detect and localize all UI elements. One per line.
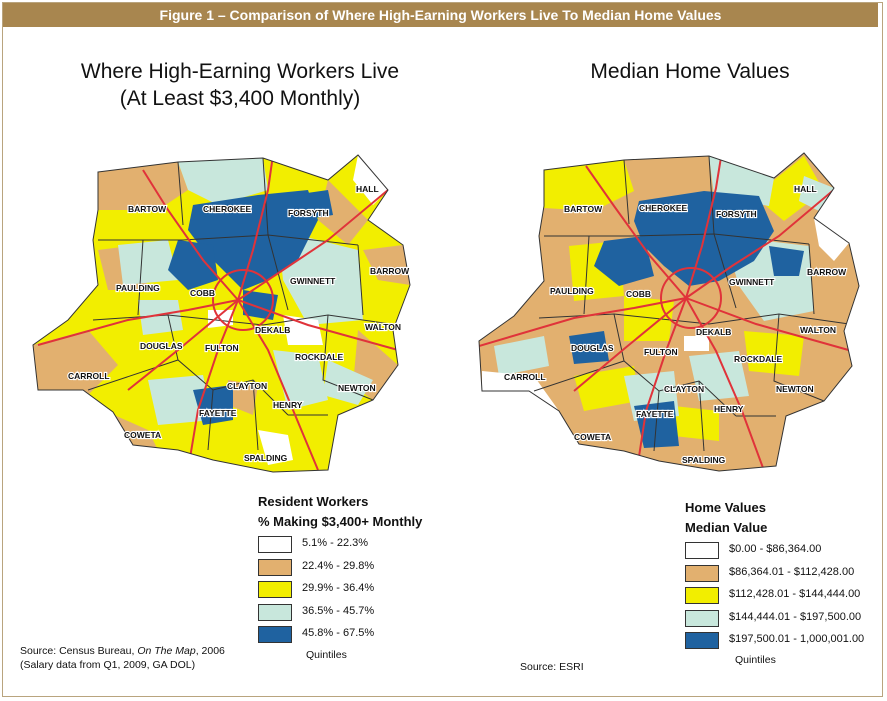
right-county-labels: BARTOW CHEROKEE FORSYTH HALL BARROW GWIN… xyxy=(503,183,848,466)
right-interstate-highways xyxy=(479,153,853,471)
legend-swatch xyxy=(258,581,292,598)
left-legend-quintiles: Quintiles xyxy=(306,649,347,661)
legend-swatch xyxy=(685,542,719,559)
source-prefix: Source: Census Bureau, xyxy=(20,645,138,657)
county-label-dekalb: DEKALB xyxy=(696,327,731,337)
legend-label: $86,364.01 - $112,428.00 xyxy=(729,566,855,578)
source-italic: On The Map xyxy=(137,645,196,657)
right-legend-quintiles: Quintiles xyxy=(735,654,776,666)
county-label-cobb: COBB xyxy=(190,288,215,298)
legend-swatch xyxy=(258,604,292,621)
left-map-title-line2: (At Least $3,400 Monthly) xyxy=(119,87,361,110)
right-region-outline xyxy=(478,152,860,472)
county-label-newton: NEWTON xyxy=(776,384,814,394)
county-label-fayette: FAYETTE xyxy=(199,408,237,418)
left-interstate-highways xyxy=(37,155,399,471)
county-label-hall: HALL xyxy=(356,184,379,194)
county-label-dekalb: DEKALB xyxy=(255,325,290,335)
legend-swatch xyxy=(685,632,719,649)
legend-label: $197,500.01 - 1,000,001.00 xyxy=(729,633,865,645)
county-label-cobb: COBB xyxy=(626,289,651,299)
county-label-hall: HALL xyxy=(794,184,817,194)
legend-swatch xyxy=(685,565,719,582)
left-region-outline xyxy=(32,154,411,473)
left-source-note: Source: Census Bureau, On The Map, 2006 xyxy=(20,645,225,658)
county-label-douglas: DOUGLAS xyxy=(571,343,614,353)
county-label-forsyth: FORSYTH xyxy=(716,209,757,219)
legend-label: 29.9% - 36.4% xyxy=(302,582,375,594)
right-home-values-map: BARTOW CHEROKEE FORSYTH HALL BARROW GWIN… xyxy=(478,152,860,472)
legend-swatch xyxy=(685,587,719,604)
left-county-labels: BARTOW CHEROKEE FORSYTH HALL BARROW GWIN… xyxy=(67,183,411,464)
figure-title-banner: Figure 1 – Comparison of Where High-Earn… xyxy=(3,3,878,27)
county-label-walton: WALTON xyxy=(365,322,401,332)
left-map-patches xyxy=(33,155,410,465)
right-map-title: Median Home Values xyxy=(590,60,790,83)
left-map-title: Where High-Earning Workers Live (At Leas… xyxy=(40,58,440,112)
legend-label: $144,444.01 - $197,500.00 xyxy=(729,611,862,623)
county-label-fayette: FAYETTE xyxy=(636,409,674,419)
left-source-note-line2: (Salary data from Q1, 2009, GA DOL) xyxy=(20,659,196,671)
county-label-gwinnett: GWINNETT xyxy=(290,276,336,286)
county-label-carroll: CARROLL xyxy=(504,372,546,382)
county-label-paulding: PAULDING xyxy=(550,286,594,296)
legend-label: 5.1% - 22.3% xyxy=(302,537,369,549)
source-suffix: , 2006 xyxy=(195,645,225,657)
county-label-bartow: BARTOW xyxy=(128,204,167,214)
county-label-walton: WALTON xyxy=(800,325,836,335)
county-label-spalding: SPALDING xyxy=(682,455,726,465)
legend-swatch xyxy=(685,610,719,627)
right-legend-title: Home Values xyxy=(685,500,766,515)
county-label-cherokee: CHEROKEE xyxy=(203,204,252,214)
left-map-title-line1: Where High-Earning Workers Live xyxy=(80,60,400,83)
county-label-carroll: CARROLL xyxy=(68,371,110,381)
right-source-note: Source: ESRI xyxy=(520,661,584,673)
left-legend-title: Resident Workers xyxy=(258,494,369,509)
county-label-cherokee: CHEROKEE xyxy=(639,203,688,213)
county-label-fulton: FULTON xyxy=(205,343,239,353)
county-label-fulton: FULTON xyxy=(644,347,678,357)
county-label-spalding: SPALDING xyxy=(244,453,288,463)
county-label-bartow: BARTOW xyxy=(564,204,603,214)
legend-label: 22.4% - 29.8% xyxy=(302,560,375,572)
county-label-barrow: BARROW xyxy=(370,266,410,276)
county-label-paulding: PAULDING xyxy=(116,283,160,293)
county-label-coweta: COWETA xyxy=(124,430,161,440)
legend-label: 45.8% - 67.5% xyxy=(302,627,375,639)
county-label-gwinnett: GWINNETT xyxy=(729,277,775,287)
county-label-barrow: BARROW xyxy=(807,267,847,277)
county-label-henry: HENRY xyxy=(273,400,303,410)
county-label-clayton: CLAYTON xyxy=(664,384,704,394)
legend-swatch xyxy=(258,626,292,643)
county-label-coweta: COWETA xyxy=(574,432,611,442)
legend-swatch xyxy=(258,536,292,553)
county-label-henry: HENRY xyxy=(714,404,744,414)
county-label-rockdale: ROCKDALE xyxy=(734,354,782,364)
county-label-clayton: CLAYTON xyxy=(227,381,267,391)
left-high-earners-map: BARTOW CHEROKEE FORSYTH HALL BARROW GWIN… xyxy=(32,154,411,473)
legend-label: $0.00 - $86,364.00 xyxy=(729,543,822,555)
county-label-rockdale: ROCKDALE xyxy=(295,352,343,362)
left-legend-subtitle: % Making $3,400+ Monthly xyxy=(258,514,423,529)
county-label-newton: NEWTON xyxy=(338,383,376,393)
legend-swatch xyxy=(258,559,292,576)
county-label-douglas: DOUGLAS xyxy=(140,341,183,351)
county-label-forsyth: FORSYTH xyxy=(288,208,329,218)
legend-label: 36.5% - 45.7% xyxy=(302,605,375,617)
right-legend-subtitle: Median Value xyxy=(685,520,768,535)
legend-label: $112,428.01 - $144,444.00 xyxy=(729,588,861,600)
